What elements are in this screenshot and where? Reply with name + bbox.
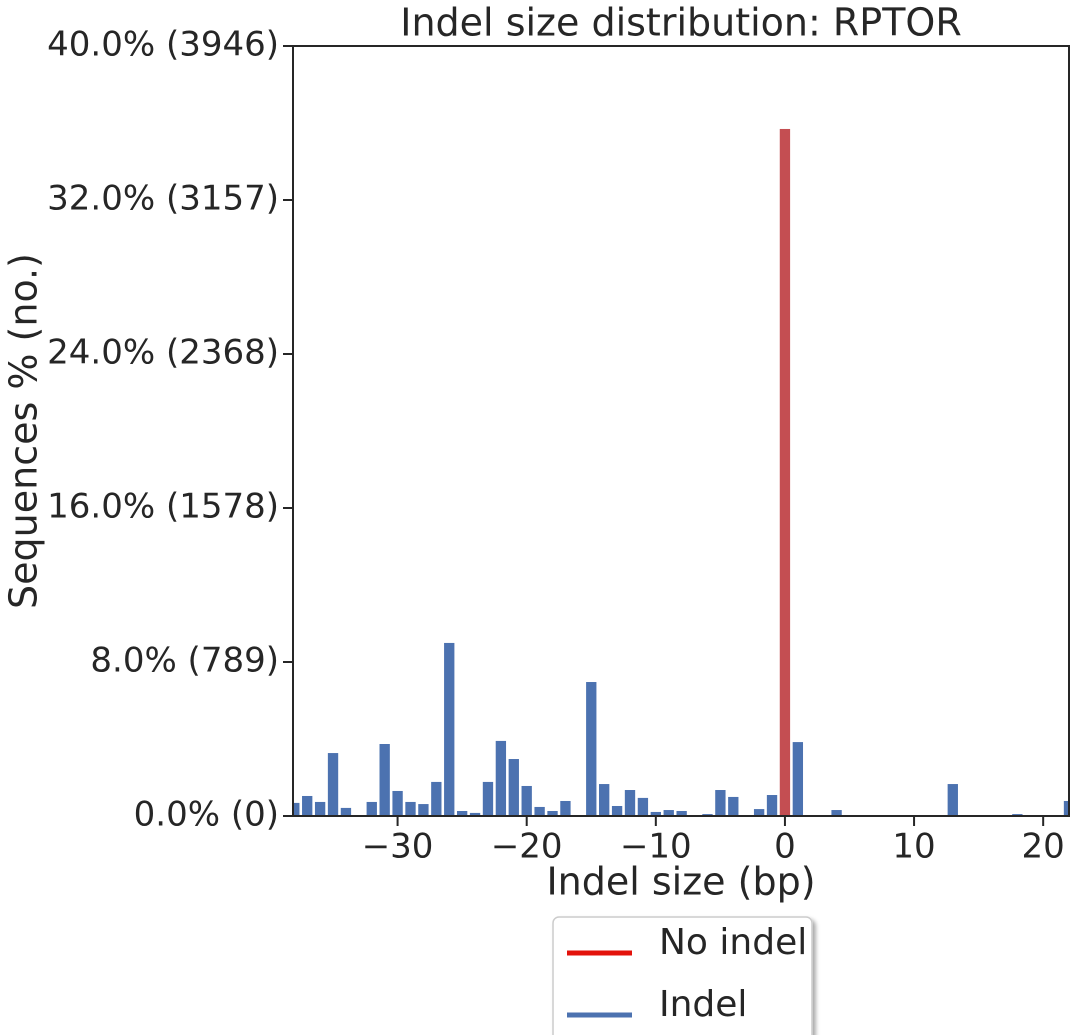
bar: [676, 810, 687, 816]
bar: [508, 759, 519, 816]
bar: [586, 682, 597, 816]
bar: [624, 790, 636, 816]
legend-box: [552, 916, 813, 1035]
bar: [340, 807, 352, 816]
bar: [482, 781, 494, 816]
bar: [444, 642, 455, 816]
y-tick-label: 40.0% (3946): [47, 25, 279, 65]
y-tick-label: 0.0% (0): [134, 795, 279, 835]
bar: [599, 784, 610, 816]
y-tick-label: 16.0% (1578): [47, 487, 279, 527]
bar: [715, 790, 726, 816]
y-tick-label: 24.0% (2368): [47, 333, 279, 373]
legend: No indel Indel: [552, 916, 813, 1035]
x-tick-label: −30: [362, 827, 434, 867]
bar: [663, 810, 674, 816]
bar: [495, 740, 507, 816]
x-tick-label: −10: [620, 827, 692, 867]
y-axis-label: Sequences % (no.): [2, 253, 46, 609]
bar: [534, 806, 545, 816]
x-axis-label: Indel size (bp): [546, 860, 815, 904]
bar: [766, 795, 778, 816]
bar: [779, 128, 791, 816]
bar: [753, 809, 765, 816]
x-tick-label: 20: [1022, 827, 1065, 867]
y-tick-label: 8.0% (789): [90, 641, 279, 681]
chart-title: Indel size distribution: RPTOR: [400, 1, 961, 45]
bar: [293, 802, 300, 816]
bar: [560, 800, 571, 816]
bar: [314, 801, 326, 816]
bar: [521, 785, 532, 816]
bar: [650, 811, 661, 816]
bar: [728, 796, 739, 816]
legend-label: No indel: [659, 922, 807, 963]
y-tick-label: 32.0% (3157): [47, 179, 279, 219]
bar: [327, 753, 339, 816]
x-tick-label: 0: [774, 827, 796, 867]
plot-frame: [292, 45, 1070, 817]
bar: [302, 795, 313, 816]
bar: [366, 801, 377, 816]
bar: [431, 781, 442, 816]
bar: [392, 790, 403, 816]
bar: [947, 784, 958, 816]
bar: [456, 810, 468, 816]
bar: [547, 810, 558, 816]
legend-label: Indel: [659, 984, 747, 1025]
bar: [405, 801, 416, 816]
bar: [637, 797, 649, 816]
x-tick-label: −20: [491, 827, 563, 867]
x-tick-label: 10: [892, 827, 935, 867]
bar: [379, 744, 390, 816]
bar: [792, 742, 804, 816]
bar: [1063, 800, 1069, 816]
bar: [418, 804, 429, 816]
bars: [293, 128, 1069, 816]
bar: [831, 810, 842, 816]
bar: [469, 812, 481, 816]
bar: [611, 805, 623, 816]
